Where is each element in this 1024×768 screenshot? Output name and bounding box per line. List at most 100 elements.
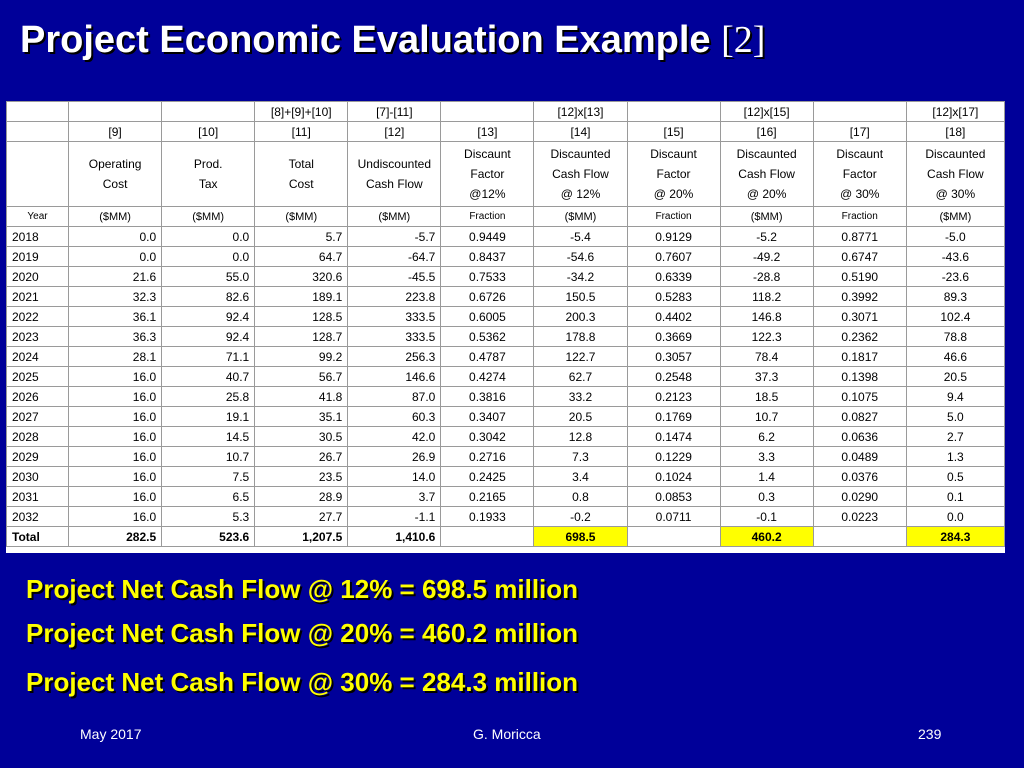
units-cell: Fraction — [812, 206, 907, 227]
table-cell: 0.8 — [533, 486, 628, 507]
table-cell: 16.0 — [68, 426, 163, 447]
table-cell: 60.3 — [347, 406, 442, 427]
table-cell: 0.8437 — [440, 246, 535, 267]
total-cell — [626, 526, 721, 547]
table-row: 2018 0.0 0.0 5.7 -5.7 0.9449 -5.4 0.9129 -5.2 0.8… — [5, 226, 1006, 247]
table-cell: 3.3 — [719, 446, 814, 467]
table-cell: 320.6 — [254, 266, 349, 287]
table-cell: 0.4787 — [440, 346, 535, 367]
total-cell: 1,207.5 — [254, 526, 349, 547]
column-description-line: Discaunted — [736, 147, 797, 161]
units-cell: ($MM) — [719, 206, 814, 227]
units-cell: ($MM) — [161, 206, 256, 227]
summary-line-20: Project Net Cash Flow @ 20% = 460.2 mill… — [26, 618, 579, 648]
table-cell: 2026 — [5, 386, 70, 407]
summary-line-30: Project Net Cash Flow @ 30% = 284.3 mill… — [26, 667, 579, 697]
table-cell: 0.6005 — [440, 306, 535, 327]
column-number-cell — [5, 121, 70, 142]
table-cell: 0.2165 — [440, 486, 535, 507]
table-cell: 10.7 — [161, 446, 256, 467]
table-cell: 0.5283 — [626, 286, 721, 307]
table-cell: 64.7 — [254, 246, 349, 267]
table-cell: 0.0 — [68, 246, 163, 267]
table-cell: 146.8 — [719, 306, 814, 327]
column-description-line: Discaunt — [650, 147, 697, 161]
table-cell: 14.5 — [161, 426, 256, 447]
table-cell: 0.3057 — [626, 346, 721, 367]
table-cell: 33.2 — [533, 386, 628, 407]
column-number-cell: [17] — [812, 121, 907, 142]
column-description-cell: Operating Cost — [68, 141, 163, 207]
table-cell: 36.1 — [68, 306, 163, 327]
table-cell: 0.0489 — [812, 446, 907, 467]
table-cell: 189.1 — [254, 286, 349, 307]
table-cell: 6.5 — [161, 486, 256, 507]
column-description-line: Cash Flow — [552, 167, 609, 181]
units-cell: ($MM) — [68, 206, 163, 227]
table-cell: 42.0 — [347, 426, 442, 447]
table-cell: 0.6339 — [626, 266, 721, 287]
table-cell: 0.6747 — [812, 246, 907, 267]
table-cell: 78.8 — [905, 326, 1006, 347]
table-row: 2020 21.6 55.0 320.6 -45.5 0.7533 -34.2 0.6339-… — [5, 266, 1006, 287]
table-cell: -5.7 — [347, 226, 442, 247]
table-cell: 5.7 — [254, 226, 349, 247]
table-cell: 0.3407 — [440, 406, 535, 427]
column-description-line: @ 12% — [560, 187, 601, 201]
column-description-line: @ 30% — [839, 187, 880, 201]
column-description-line: Cash Flow — [365, 177, 423, 191]
table-cell: 0.1229 — [626, 446, 721, 467]
table-cell: 128.7 — [254, 326, 349, 347]
column-description-line: Cash Flow — [927, 167, 984, 181]
table-cell: 32.3 — [68, 286, 163, 307]
table-row: 2032 16.0 5.3 27.7 -1.1 0.1933 -0.2 0.0711 -0.1 0… — [5, 506, 1006, 527]
table-cell: 19.1 — [161, 406, 256, 427]
units-cell: Year — [5, 206, 70, 227]
table-cell: 35.1 — [254, 406, 349, 427]
table-row: 2030 16.0 7.5 23.5 14.0 0.2425 3.4 0.1024 1.4 0.0… — [5, 466, 1006, 487]
table-cell: 2020 — [5, 266, 70, 287]
economic-evaluation-table: [8]+[9]+[10] [7]-[11] [12]x[13] [12]x[15] [1… — [5, 101, 1006, 547]
table-cell: 10.7 — [719, 406, 814, 427]
column-number-cell: [13] — [440, 121, 535, 142]
table-cell: 6.2 — [719, 426, 814, 447]
formula-cell — [440, 101, 535, 122]
table-cell: 0.0 — [161, 246, 256, 267]
table-cell: 0.0376 — [812, 466, 907, 487]
column-number-cell: [10] — [161, 121, 256, 142]
column-description-cell: Discaunted Cash Flow @ 30% — [905, 141, 1006, 207]
column-number-cell: [18] — [905, 121, 1006, 142]
column-description-line: Cost — [102, 177, 128, 191]
table-row: 2031 16.0 6.5 28.9 3.7 0.2165 0.8 0.0853 0.3 0.02… — [5, 486, 1006, 507]
table-cell: 0.1024 — [626, 466, 721, 487]
formula-row: [8]+[9]+[10] [7]-[11] [12]x[13] [12]x[15] [1… — [5, 101, 1006, 122]
table-cell: 128.5 — [254, 306, 349, 327]
table-cell: 2027 — [5, 406, 70, 427]
table-row: 2019 0.0 0.0 64.7 -64.7 0.8437 -54.6 0.7607 -49.… — [5, 246, 1006, 267]
column-number-cell: [11] — [254, 121, 349, 142]
column-description-line: @ 20% — [746, 187, 787, 201]
table-row: 2029 16.0 10.7 26.7 26.9 0.2716 7.3 0.1229 3.3 0.… — [5, 446, 1006, 467]
column-description-cell: Discaunt Factor @ 20% — [626, 141, 721, 207]
table-cell: 3.4 — [533, 466, 628, 487]
table-cell: 0.0 — [905, 506, 1006, 527]
total-cell — [440, 526, 535, 547]
table-cell: -23.6 — [905, 266, 1006, 287]
table-cell: 20.5 — [533, 406, 628, 427]
table-cell: -0.2 — [533, 506, 628, 527]
column-number-cell: [14] — [533, 121, 628, 142]
table-cell: 0.0 — [161, 226, 256, 247]
column-description-cell: Total Cost — [254, 141, 349, 207]
table-cell: 26.7 — [254, 446, 349, 467]
table-cell: 1.3 — [905, 446, 1006, 467]
table-cell: 0.2362 — [812, 326, 907, 347]
table-cell: 14.0 — [347, 466, 442, 487]
table-cell: 0.8771 — [812, 226, 907, 247]
total-cell — [812, 526, 907, 547]
table-cell: 37.3 — [719, 366, 814, 387]
table-cell: 0.6726 — [440, 286, 535, 307]
table-cell: 0.0827 — [812, 406, 907, 427]
formula-cell — [68, 101, 163, 122]
table-cell: 2.7 — [905, 426, 1006, 447]
table-cell: 0.0 — [68, 226, 163, 247]
